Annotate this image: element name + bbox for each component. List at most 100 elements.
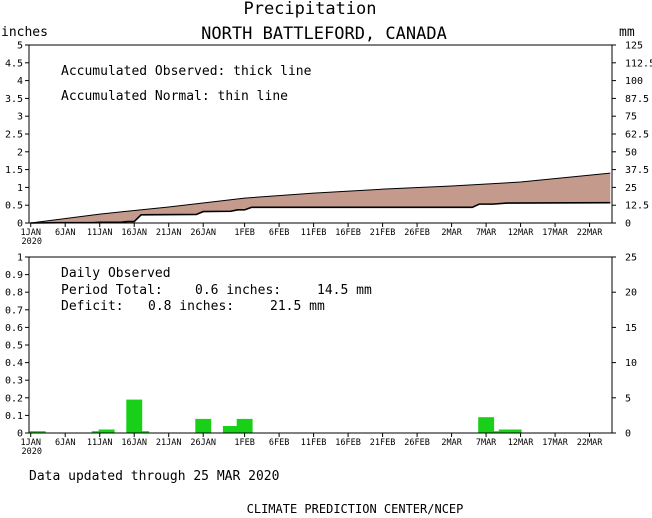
y-right-tick-label: 25 [625,253,637,264]
period-total-label: Period Total: [61,283,163,298]
top-left-unit: inches [1,25,48,40]
x-tick-label: 21FEB [370,228,396,238]
x-tick-label: 26FEB [404,438,430,448]
y-right-tick-label: 37.5 [625,165,649,176]
deficit-label: Deficit: [61,299,124,314]
x-tick-label: 1FEB [234,228,254,238]
y-tick-label: 3.5 [5,94,23,105]
x-tick-label: 6JAN [55,438,75,448]
deficit-inches: 0.8 inches: [148,299,234,314]
x-tick-label: 1JAN [20,438,40,448]
deficit-mm: 21.5 mm [270,299,325,314]
y-tick-label: 0.6 [5,323,23,334]
x-tick-label: 26FEB [404,228,430,238]
y-right-tick-label: 25 [625,183,637,194]
x-tick-label: 1JAN [20,228,40,238]
daily-bar [98,429,115,433]
legend-note-observed: Accumulated Observed: thick line [61,64,312,79]
x-tick-label: 16FEB [335,228,361,238]
y-tick-label: 1 [17,253,23,264]
x-tick-label: 2MAR [441,438,462,448]
x-tick-label: 16FEB [335,438,361,448]
data-updated-note: Data updated through 25 MAR 2020 [29,469,279,484]
y-right-tick-label: 62.5 [625,130,649,141]
y-right-tick-label: 15 [625,323,637,334]
period-total-mm: 14.5 mm [317,283,372,298]
daily-bar [505,429,522,433]
y-right-tick-label: 12.5 [625,201,649,212]
y-right-tick-label: 5 [625,393,631,404]
y-tick-label: 0.3 [5,376,23,387]
y-tick-label: 0.2 [5,393,23,404]
x-tick-label: 1FEB [234,438,254,448]
x-tick-label: 26JAN [190,228,216,238]
daily-bar [222,426,239,433]
x-tick-label: 12MAR [508,438,534,448]
daily-bar [126,399,143,433]
x-tick-label: 16JAN [121,228,147,238]
deficit-area [30,173,611,223]
chart-subtitle: NORTH BATTLEFORD, CANADA [201,24,447,44]
y-right-tick-label: 100 [625,76,643,87]
top-right-unit: mm [619,25,635,40]
x-year-label: 2020 [21,447,41,457]
y-right-tick-label: 20 [625,288,637,299]
accumulated-area-layer [30,172,611,224]
y-right-tick-label: 0 [625,219,631,230]
x-tick-label: 12MAR [508,228,534,238]
y-right-tick-label: 112.5 [625,58,652,69]
y-right-tick-label: 125 [625,41,643,52]
daily-bars-layer [29,399,522,433]
x-tick-label: 17MAR [542,438,568,448]
daily-heading: Daily Observed [61,266,171,281]
normal-line [30,172,611,224]
x-tick-label: 7MAR [476,438,497,448]
daily-bar [236,418,253,433]
x-tick-label: 21FEB [370,438,396,448]
y-right-tick-label: 50 [625,147,637,158]
x-tick-label: 7MAR [476,228,497,238]
x-tick-label: 11JAN [87,228,113,238]
x-tick-label: 6FEB [269,438,289,448]
x-tick-label: 21JAN [156,438,182,448]
x-tick-label: 11JAN [87,438,113,448]
x-tick-label: 16JAN [121,438,147,448]
y-tick-label: 0.1 [5,411,23,422]
x-tick-label: 11FEB [301,438,327,448]
chart-title: Precipitation [243,0,376,19]
top-axes: 00.511.522.533.544.55012.52537.55062.575… [5,41,652,248]
x-tick-label: 11FEB [301,228,327,238]
legend-note-normal: Accumulated Normal: thin line [61,89,288,104]
y-tick-label: 5 [17,41,23,52]
y-right-tick-label: 75 [625,112,637,123]
x-tick-label: 26JAN [190,438,216,448]
x-tick-label: 6JAN [55,228,75,238]
y-tick-label: 3 [17,112,23,123]
observed-line [30,201,611,224]
y-tick-label: 0.5 [5,341,23,352]
x-tick-label: 22MAR [577,438,603,448]
y-tick-label: 0.7 [5,305,23,316]
y-tick-label: 2.5 [5,130,23,141]
daily-bar [195,418,212,433]
daily-bar [29,431,46,433]
y-tick-label: 0 [17,429,23,440]
x-tick-label: 6FEB [269,228,289,238]
x-tick-label: 2MAR [441,228,462,238]
y-right-tick-label: 0 [625,429,631,440]
period-total-inches: 0.6 inches: [195,283,281,298]
bottom-axes: 00.10.20.30.40.50.60.70.80.9105101520251… [5,253,637,458]
y-tick-label: 0 [17,219,23,230]
y-tick-label: 4 [17,76,23,87]
x-year-label: 2020 [21,237,41,247]
daily-bar [485,431,501,433]
y-tick-label: 2 [17,147,23,158]
y-right-tick-label: 10 [625,358,637,369]
x-tick-label: 22MAR [577,228,603,238]
y-tick-label: 1.5 [5,165,23,176]
daily-bar [133,431,150,433]
x-tick-label: 21JAN [156,228,182,238]
y-tick-label: 0.8 [5,288,23,299]
credit-line: CLIMATE PREDICTION CENTER/NCEP [247,502,464,516]
